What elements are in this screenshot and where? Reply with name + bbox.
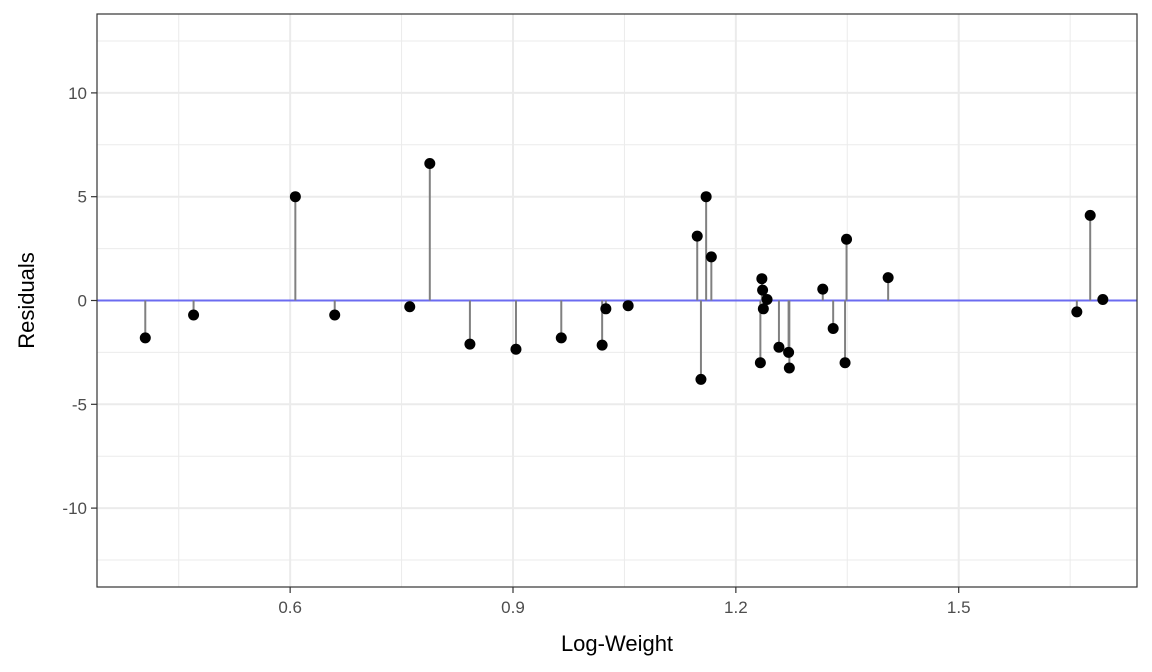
- data-point: [188, 309, 200, 321]
- y-axis-title: Residuals: [14, 252, 39, 349]
- x-tick-label: 0.9: [501, 598, 525, 617]
- x-axis-ticks: 0.6 0.9 1.2 1.5: [278, 587, 971, 617]
- data-point: [1084, 209, 1096, 221]
- data-point: [622, 300, 634, 312]
- data-point: [783, 346, 795, 358]
- x-tick-label: 0.6: [278, 598, 302, 617]
- data-point: [695, 373, 707, 385]
- y-tick-label: 5: [78, 188, 87, 207]
- data-point: [1097, 293, 1109, 305]
- data-point: [700, 191, 712, 203]
- residual-points: [139, 157, 1109, 385]
- data-point: [600, 303, 612, 315]
- data-point: [555, 332, 567, 344]
- data-point: [841, 233, 853, 245]
- data-point: [783, 362, 795, 374]
- data-point: [329, 309, 341, 321]
- data-point: [757, 303, 769, 315]
- y-tick-label: 0: [78, 292, 87, 311]
- data-point: [510, 343, 522, 355]
- data-point: [289, 191, 301, 203]
- data-point: [424, 157, 436, 169]
- data-point: [464, 338, 476, 350]
- data-point: [691, 230, 703, 242]
- y-tick-label: 10: [68, 84, 87, 103]
- data-point: [773, 341, 785, 353]
- data-point: [761, 293, 773, 305]
- data-point: [596, 339, 608, 351]
- y-axis-ticks: -10 -5 0 5 10: [62, 84, 97, 518]
- data-point: [827, 323, 839, 335]
- x-tick-label: 1.2: [724, 598, 748, 617]
- data-point: [705, 251, 717, 263]
- data-point: [839, 357, 851, 369]
- x-axis-title: Log-Weight: [561, 631, 673, 656]
- y-tick-label: -10: [62, 499, 87, 518]
- data-point: [404, 301, 416, 313]
- data-point: [756, 273, 768, 285]
- data-point: [1071, 306, 1083, 318]
- data-point: [882, 272, 894, 284]
- x-tick-label: 1.5: [947, 598, 971, 617]
- data-point: [139, 332, 151, 344]
- y-tick-label: -5: [72, 395, 87, 414]
- data-point: [817, 283, 829, 295]
- data-point: [754, 357, 766, 369]
- data-point: [757, 284, 769, 296]
